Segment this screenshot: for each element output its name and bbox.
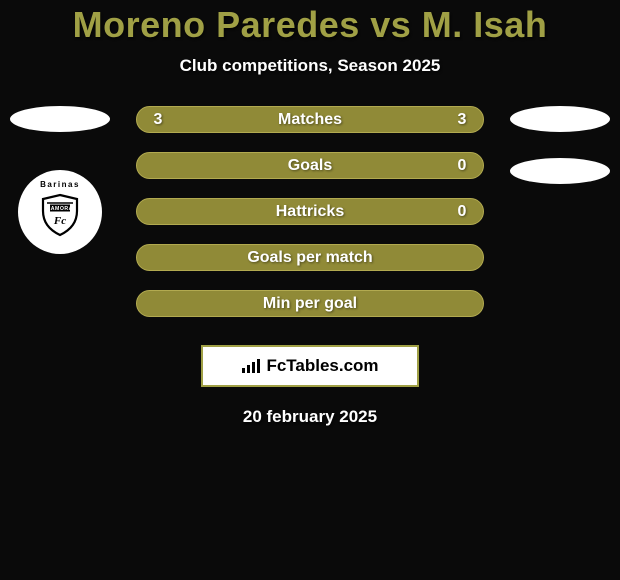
right-column [500, 106, 620, 210]
svg-text:ZAMORA: ZAMORA [47, 206, 73, 212]
club-badge-left: Barinas ZAMORA Fc [18, 170, 102, 254]
stat-right-value: 3 [455, 111, 469, 129]
brand-box: FcTables.com [201, 345, 419, 387]
stat-left-value: 3 [151, 111, 165, 129]
stat-right-value: 0 [455, 203, 469, 221]
stat-label: Matches [278, 111, 342, 129]
stat-row-goals: Goals 0 [136, 152, 484, 179]
player-photo-placeholder-right-2 [510, 158, 610, 184]
page-subtitle: Club competitions, Season 2025 [0, 56, 620, 76]
stat-row-min-per-goal: Min per goal [136, 290, 484, 317]
stat-label: Goals per match [247, 249, 372, 267]
stat-label: Min per goal [263, 295, 357, 313]
player-photo-placeholder-left [10, 106, 110, 132]
svg-text:Fc: Fc [53, 215, 66, 227]
badge-city-text: Barinas [40, 180, 80, 189]
main-area: Barinas ZAMORA Fc 3 Matches 3 [0, 106, 620, 427]
player-photo-placeholder-right-1 [510, 106, 610, 132]
shield-icon: ZAMORA Fc [37, 191, 83, 237]
stat-row-hattricks: Hattricks 0 [136, 198, 484, 225]
stat-right-value: 0 [455, 157, 469, 175]
left-column: Barinas ZAMORA Fc [0, 106, 120, 254]
stat-row-matches: 3 Matches 3 [136, 106, 484, 133]
stat-row-goals-per-match: Goals per match [136, 244, 484, 271]
stats-list: 3 Matches 3 Goals 0 Hattricks 0 Goals pe… [136, 106, 484, 317]
stat-label: Goals [288, 157, 332, 175]
bar-chart-icon [241, 358, 261, 374]
page-wrap: Moreno Paredes vs M. Isah Club competiti… [0, 0, 620, 427]
stat-label: Hattricks [276, 203, 344, 221]
page-title: Moreno Paredes vs M. Isah [0, 4, 620, 46]
date-text: 20 february 2025 [0, 407, 620, 427]
brand-text: FcTables.com [266, 356, 378, 376]
